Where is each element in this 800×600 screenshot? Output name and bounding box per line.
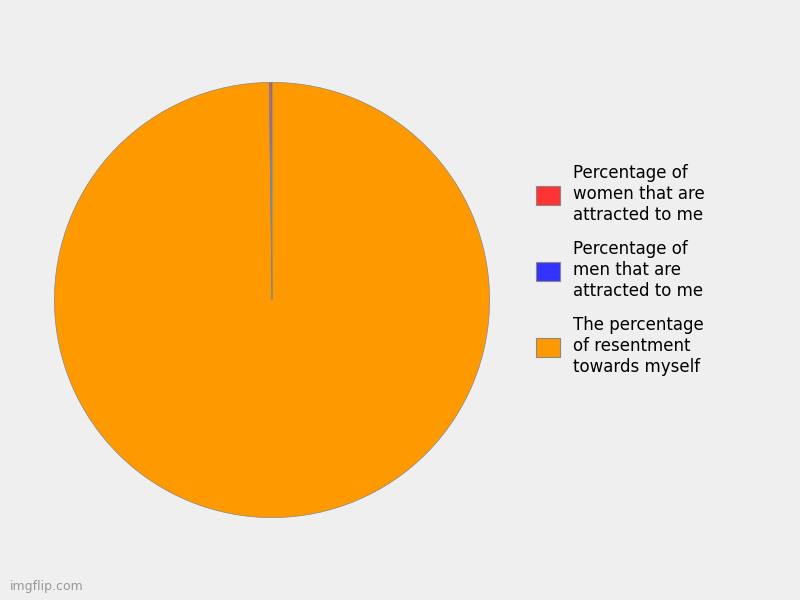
Wedge shape — [270, 82, 272, 300]
Wedge shape — [54, 82, 490, 518]
Wedge shape — [270, 82, 272, 300]
Legend: Percentage of
women that are
attracted to me, Percentage of
men that are
attract: Percentage of women that are attracted t… — [536, 164, 705, 376]
Text: imgflip.com: imgflip.com — [10, 580, 83, 593]
